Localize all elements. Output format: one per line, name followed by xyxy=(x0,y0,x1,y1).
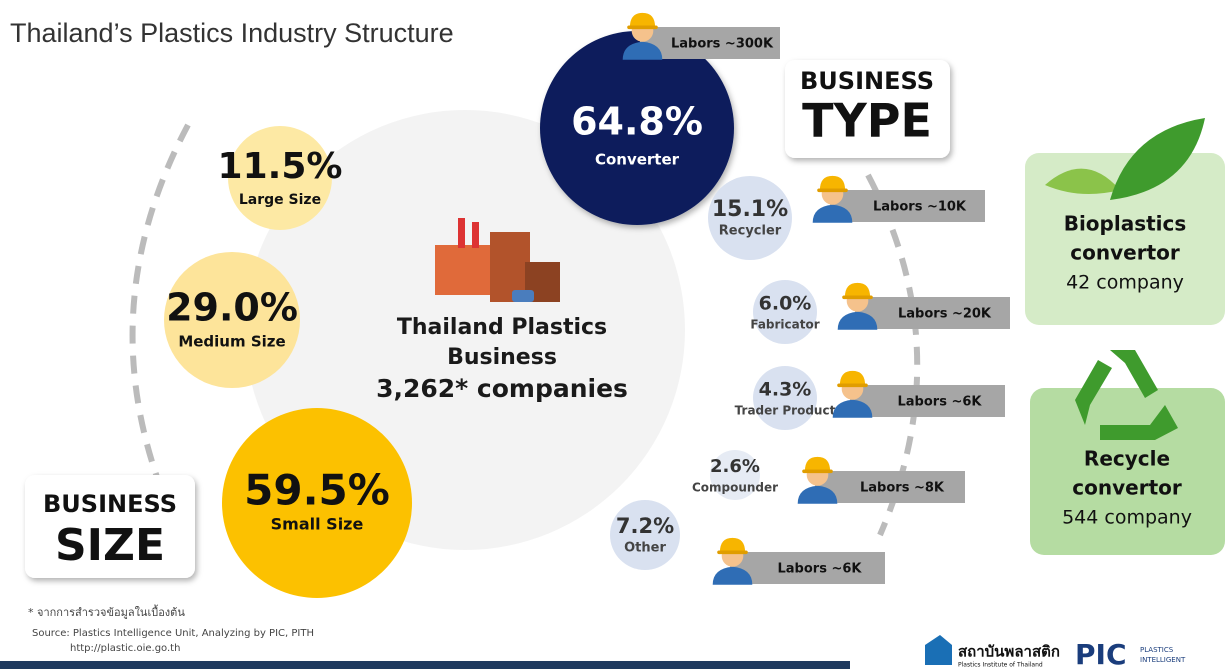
size-name: Small Size xyxy=(271,515,364,534)
center-line: Thailand Plastics xyxy=(397,315,607,340)
url: http://plastic.oie.go.th xyxy=(70,643,180,654)
convertor-count: 544 company xyxy=(1062,507,1192,529)
labor-text: Labors ~300K xyxy=(671,37,774,52)
convertor-name: convertor xyxy=(1072,476,1182,500)
type-circle xyxy=(710,450,760,500)
convertor-group: Bioplastics convertor 42 company Recycle con… xyxy=(1062,212,1192,529)
labor-text: Labors ~20K xyxy=(898,307,992,322)
labor-box xyxy=(855,297,1010,329)
type-name: Converter xyxy=(595,151,680,169)
type-circle xyxy=(708,176,792,260)
recycle-box xyxy=(1030,388,1225,555)
leaf-icon xyxy=(1045,168,1120,194)
type-arc xyxy=(865,173,921,537)
size-circle xyxy=(228,126,332,230)
logo-icon xyxy=(925,635,952,665)
size-percent: 59.5% xyxy=(244,466,390,515)
recycle-icon xyxy=(1075,350,1178,440)
convertor-name: convertor xyxy=(1070,241,1180,265)
labor-text: Labors ~6K xyxy=(778,562,863,577)
size-label-box xyxy=(25,475,195,578)
size-name: Medium Size xyxy=(178,333,285,351)
size-label: BUSINESS xyxy=(43,490,177,518)
type-circle xyxy=(753,280,817,344)
type-label-box xyxy=(785,60,950,158)
bottom-bar xyxy=(0,661,850,669)
type-group: 64.8% Converter Labors ~300K 15.1% Recycler L… xyxy=(540,12,1010,585)
size-circle xyxy=(164,252,300,388)
type-name: Other xyxy=(624,541,666,556)
size-circle xyxy=(222,408,412,598)
labor-text: Labors ~10K xyxy=(873,200,967,215)
type-label: BUSINESS xyxy=(800,67,934,95)
type-name: Trader Product xyxy=(735,404,836,418)
type-percent: 15.1% xyxy=(712,197,788,222)
type-percent: 2.6% xyxy=(710,456,760,477)
convertor-count: 42 company xyxy=(1066,272,1184,294)
footnote: * จากการสำรวจข้อมูลในเบื้องต้น xyxy=(28,604,185,619)
labor-box xyxy=(830,190,985,222)
pic-sub: PLASTICS xyxy=(1140,646,1174,654)
type-circle xyxy=(610,500,680,570)
type-circle xyxy=(753,366,817,430)
labor-box xyxy=(815,471,965,503)
logo-text: สถาบันพลาสติก xyxy=(958,643,1060,661)
labor-box xyxy=(730,552,885,584)
type-name: Compounder xyxy=(692,481,778,495)
size-percent: 29.0% xyxy=(166,286,298,330)
factory-icon xyxy=(435,218,560,302)
logo-sub: Plastics Institute of Thailand xyxy=(958,662,1043,669)
convertor-name: Bioplastics xyxy=(1064,212,1187,236)
size-arc xyxy=(129,123,191,481)
size-label: SIZE xyxy=(55,520,165,571)
leaf-icon xyxy=(1110,118,1205,200)
type-circle xyxy=(540,31,734,225)
pic-logo: PIC xyxy=(1075,638,1127,669)
pic-sub: INTELLIGENT xyxy=(1140,656,1186,664)
bio-box xyxy=(1025,153,1225,325)
labor-box xyxy=(850,385,1005,417)
type-label: TYPE xyxy=(802,94,932,148)
center-line: Business xyxy=(447,345,557,370)
labor-text: Labors ~6K xyxy=(898,395,983,410)
size-name: Large Size xyxy=(239,192,321,208)
type-percent: 6.0% xyxy=(759,293,812,315)
type-percent: 64.8% xyxy=(571,100,703,144)
labor-text: Labors ~8K xyxy=(860,481,945,496)
size-percent: 11.5% xyxy=(218,146,343,187)
convertor-name: Recycle xyxy=(1084,447,1170,471)
type-percent: 7.2% xyxy=(616,514,674,538)
center-companies: 3,262* companies xyxy=(376,374,628,403)
size-group: 11.5% Large Size 29.0% Medium Size 59.5%Smal… xyxy=(164,126,412,598)
source: Source: Plastics Intelligence Unit, Anal… xyxy=(32,628,314,639)
labor-box xyxy=(640,27,780,59)
type-percent: 4.3% xyxy=(759,379,812,401)
title: Thailand’s Plastics Industry Structure xyxy=(10,18,454,48)
type-name: Recycler xyxy=(719,224,782,239)
type-name: Fabricator xyxy=(750,318,819,332)
